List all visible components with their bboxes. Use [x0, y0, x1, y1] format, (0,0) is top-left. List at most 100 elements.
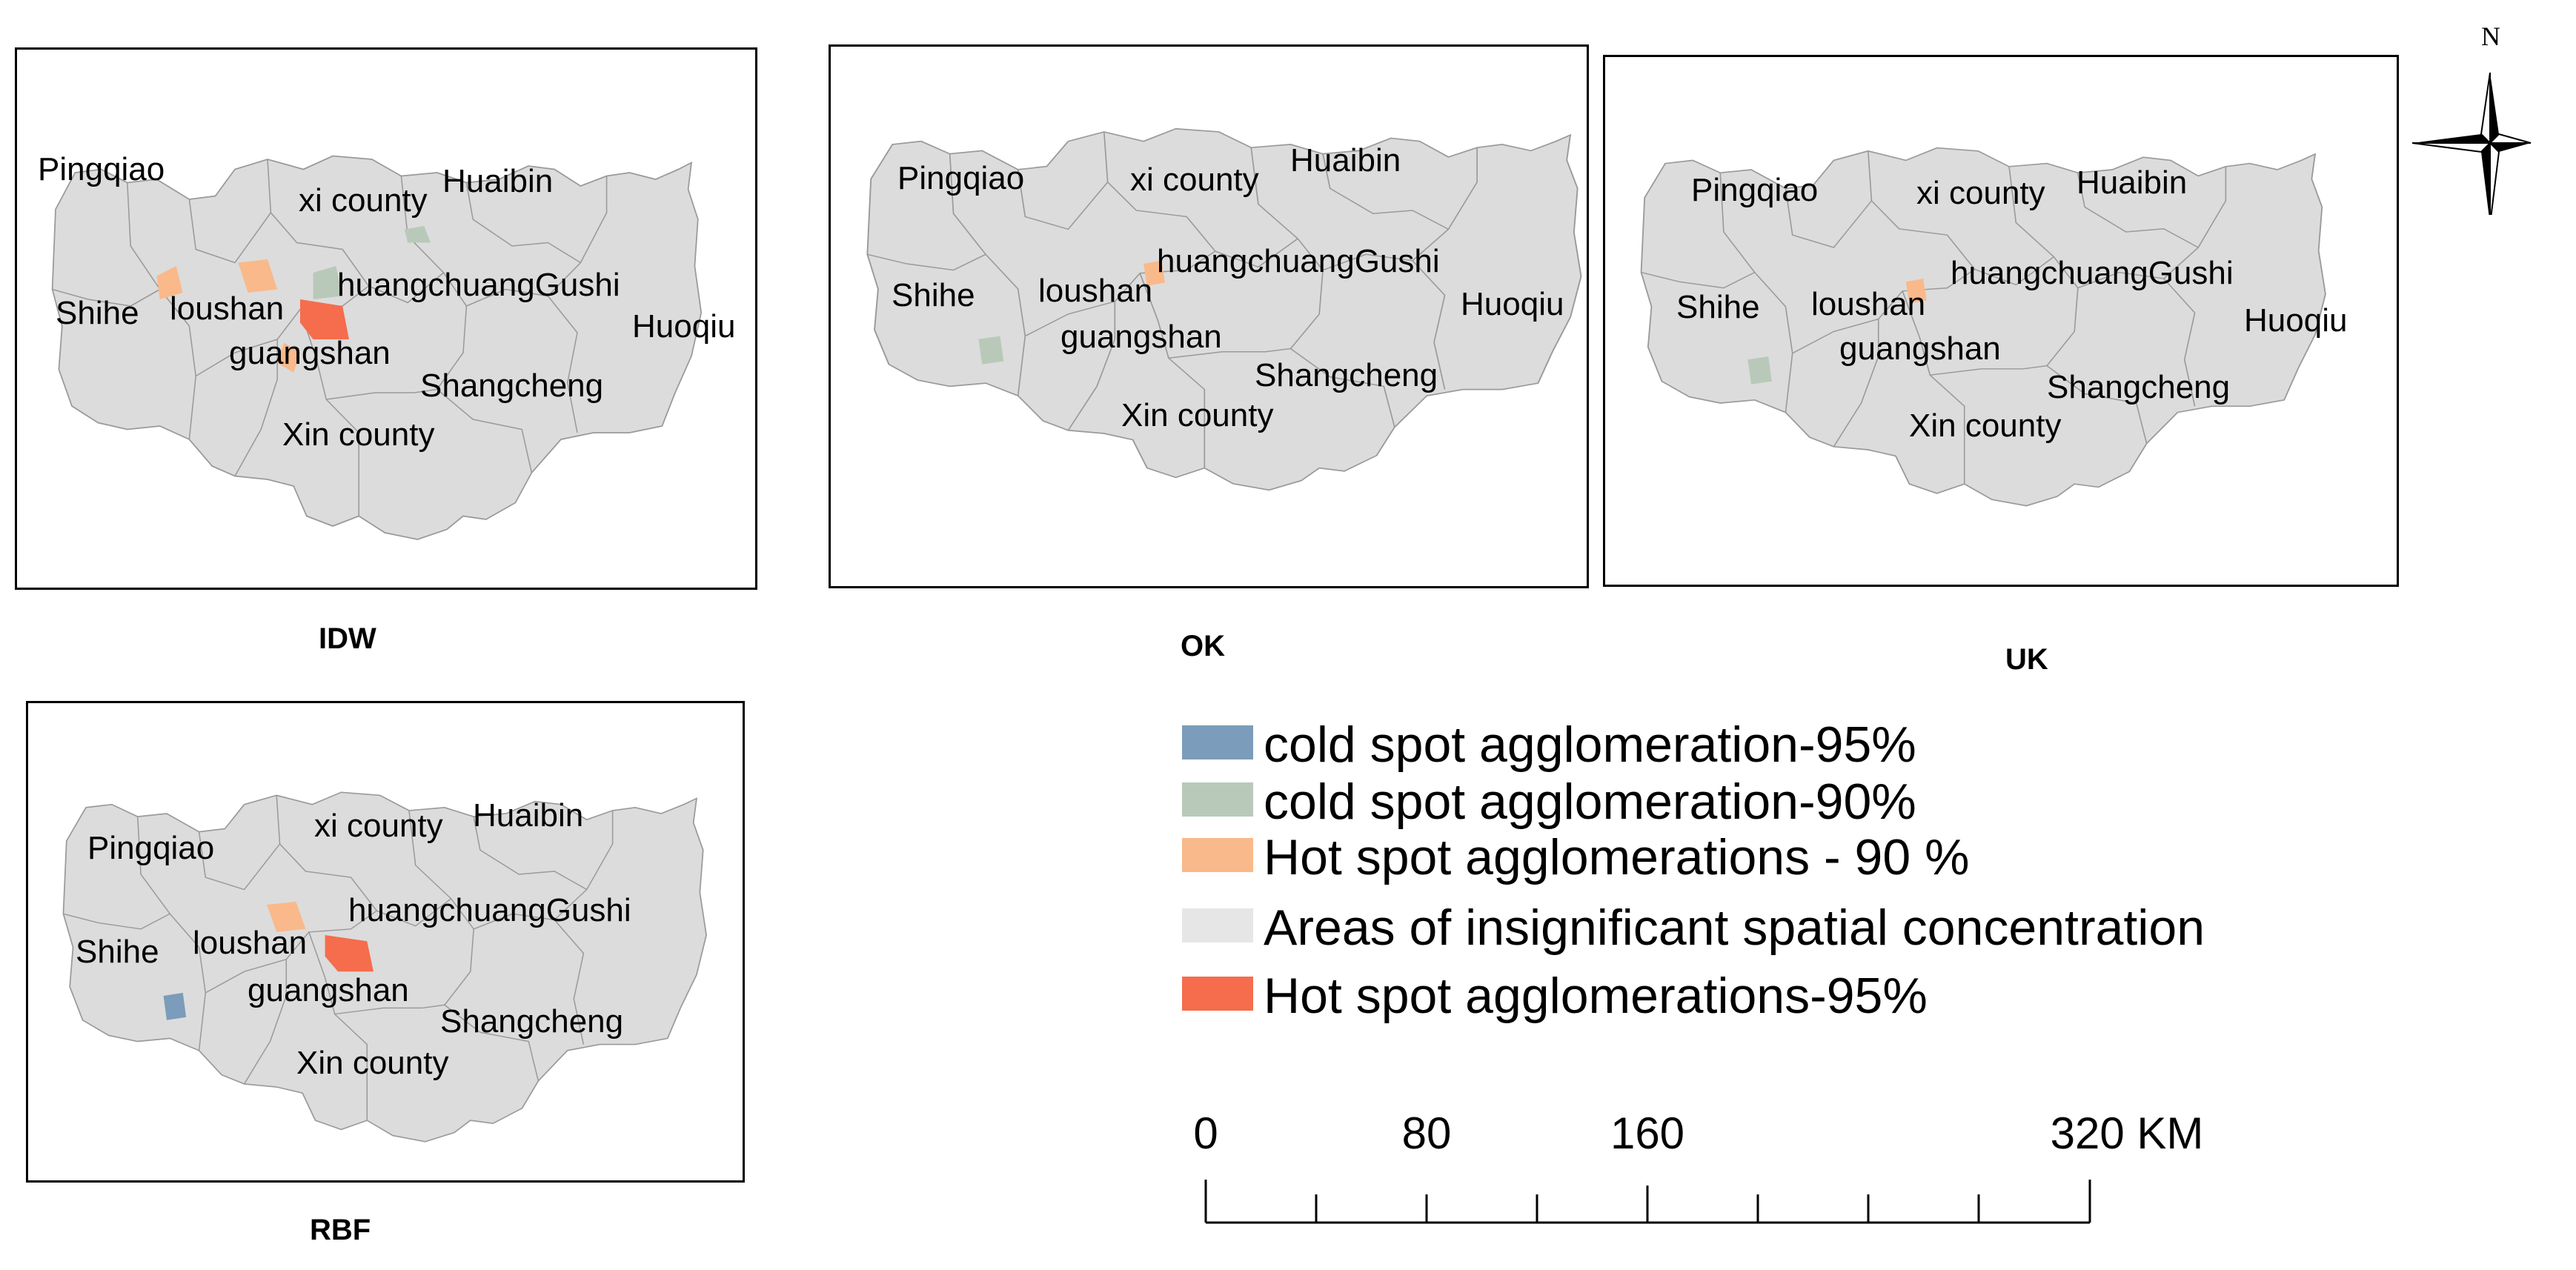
county-boundary	[2008, 166, 2079, 367]
place-label-shangcheng: Shangcheng	[420, 368, 604, 404]
map-svg	[1640, 147, 2326, 507]
place-label-shihe: Shihe	[76, 934, 159, 970]
county-boundary	[408, 810, 474, 1005]
county-boundary	[52, 288, 161, 307]
county-boundary	[276, 795, 377, 911]
county-boundary	[466, 176, 608, 307]
place-label-huoqiu: Huoqiu	[632, 308, 736, 345]
hotspot-cold90-huaibin-east	[404, 226, 431, 243]
hotspot-hot95-huangchuang	[300, 299, 349, 339]
place-label-xin-county: Xin county	[296, 1045, 449, 1081]
county-boundary	[1974, 256, 2054, 286]
scale-tick-label-0: 0	[1193, 1108, 1218, 1158]
hotspot-hot90-huangchuang	[1905, 279, 1927, 304]
county-boundary	[1168, 348, 1395, 428]
county-boundary	[465, 182, 581, 264]
legend-swatch-hot90	[1182, 838, 1253, 872]
county-boundary	[2077, 173, 2199, 248]
county-boundary	[1250, 147, 1324, 349]
county-region-base	[51, 155, 703, 540]
place-label-huangchuang-gushi: huangchuangGushi	[337, 267, 620, 303]
map-caption-ok: OK	[1181, 630, 1225, 662]
place-label-loushan: loushan	[1811, 286, 1926, 322]
county-boundary	[1641, 271, 1756, 289]
place-label-xi-county: xi county	[314, 808, 443, 844]
county-boundary	[1215, 238, 1298, 268]
county-boundary	[1017, 169, 1109, 230]
hotspot-cold95-guangshan	[163, 992, 187, 1020]
county-boundary	[1412, 260, 1446, 390]
place-label-guangshan: guangshan	[229, 335, 391, 371]
map-panel-rbf: Pingqiao xi county Huaibin huangchuangGushi…	[26, 701, 745, 1183]
county-boundary	[867, 253, 986, 271]
legend-label-cold95: cold spot agglomeration-95%	[1264, 717, 1916, 773]
map-panel-uk: Pingqiao xi county Huaibin huangchuangGushi…	[1603, 55, 2399, 587]
place-label-loushan: loushan	[193, 925, 308, 961]
place-label-xi-county: xi county	[299, 182, 428, 219]
county-boundary	[334, 1004, 540, 1081]
county-boundary	[1322, 153, 1449, 230]
county-boundary	[267, 159, 370, 287]
county-boundary	[949, 153, 1026, 396]
legend-swatch-cold95	[1182, 725, 1253, 759]
place-label-shangcheng: Shangcheng	[440, 1003, 624, 1040]
legend-swatch-hot95	[1182, 977, 1253, 1011]
place-label-xin-county: Xin county	[1121, 397, 1274, 433]
hotspot-hot90-xi-county	[238, 259, 278, 293]
county-boundary	[473, 810, 614, 930]
county-boundary	[1322, 147, 1478, 271]
place-label-loushan: loushan	[170, 290, 285, 327]
county-boundary	[326, 388, 533, 473]
county-boundary	[243, 959, 288, 1085]
county-boundary	[2077, 166, 2227, 289]
hotspot-hot90-huangchuang	[1143, 260, 1166, 286]
map-svg	[51, 155, 703, 540]
place-label-pingqiao: Pingqiao	[897, 160, 1025, 196]
legend-label-hot90: Hot spot agglomerations - 90 %	[1264, 829, 1970, 885]
place-label-huaibin: Huaibin	[473, 797, 584, 834]
place-label-shangcheng: Shangcheng	[1255, 357, 1438, 393]
map-svg	[62, 791, 707, 1143]
legend-swatch-cold90	[1182, 782, 1253, 817]
place-label-huaibin: Huaibin	[1290, 142, 1401, 179]
place-label-huaibin: Huaibin	[442, 163, 554, 199]
county-boundary	[1867, 150, 1976, 270]
place-label-huangchuang-gushi: huangchuangGushi	[1951, 255, 2234, 291]
county-boundary	[195, 285, 369, 377]
county-boundary	[1930, 365, 2148, 444]
county-boundary	[188, 199, 272, 264]
north-label: N	[2481, 21, 2500, 51]
county-boundary	[1719, 173, 1793, 413]
place-label-pingqiao: Pingqiao	[38, 151, 165, 187]
county-boundary	[136, 817, 207, 1051]
place-label-guangshan: guangshan	[1060, 319, 1222, 355]
place-label-guangshan: guangshan	[248, 972, 409, 1008]
place-label-huangchuang-gushi: huangchuangGushi	[348, 892, 631, 928]
hotspot-hot90-xi-county	[267, 901, 306, 932]
county-boundary	[554, 920, 585, 1045]
scale-tick-label-160: 160	[1610, 1108, 1685, 1158]
hotspot-cold90-huangchuang	[313, 266, 343, 299]
place-label-pingqiao: Pingqiao	[87, 830, 215, 866]
hotspot-cold90-guangshan	[1747, 356, 1772, 385]
place-label-xin-county: Xin county	[282, 416, 435, 453]
place-label-huaibin: Huaibin	[2077, 164, 2188, 201]
place-label-guangshan: guangshan	[1839, 330, 2001, 367]
hotspot-hot90-pingqiao-east	[156, 266, 183, 299]
place-label-shihe: Shihe	[56, 295, 139, 331]
scale-bar-line	[1204, 1180, 2091, 1224]
place-label-shangcheng: Shangcheng	[2047, 369, 2231, 405]
place-label-xi-county: xi county	[1130, 162, 1259, 198]
legend-label-cold90: cold spot agglomeration-90%	[1264, 774, 1916, 830]
county-boundary	[368, 272, 445, 304]
hotspot-cold90-guangshan	[978, 336, 1004, 365]
place-label-loushan: loushan	[1038, 273, 1153, 309]
place-label-huoqiu: Huoqiu	[1461, 286, 1564, 322]
place-label-huoqiu: Huoqiu	[2244, 302, 2348, 339]
county-boundary	[473, 816, 588, 891]
map-svg	[866, 127, 1582, 491]
hotspot-hot95-huangchuang	[325, 935, 374, 972]
map-caption-uk: UK	[2005, 643, 2048, 676]
county-boundary	[400, 176, 468, 390]
scale-bar: 0 80 160 320 KM	[1193, 1108, 2203, 1237]
